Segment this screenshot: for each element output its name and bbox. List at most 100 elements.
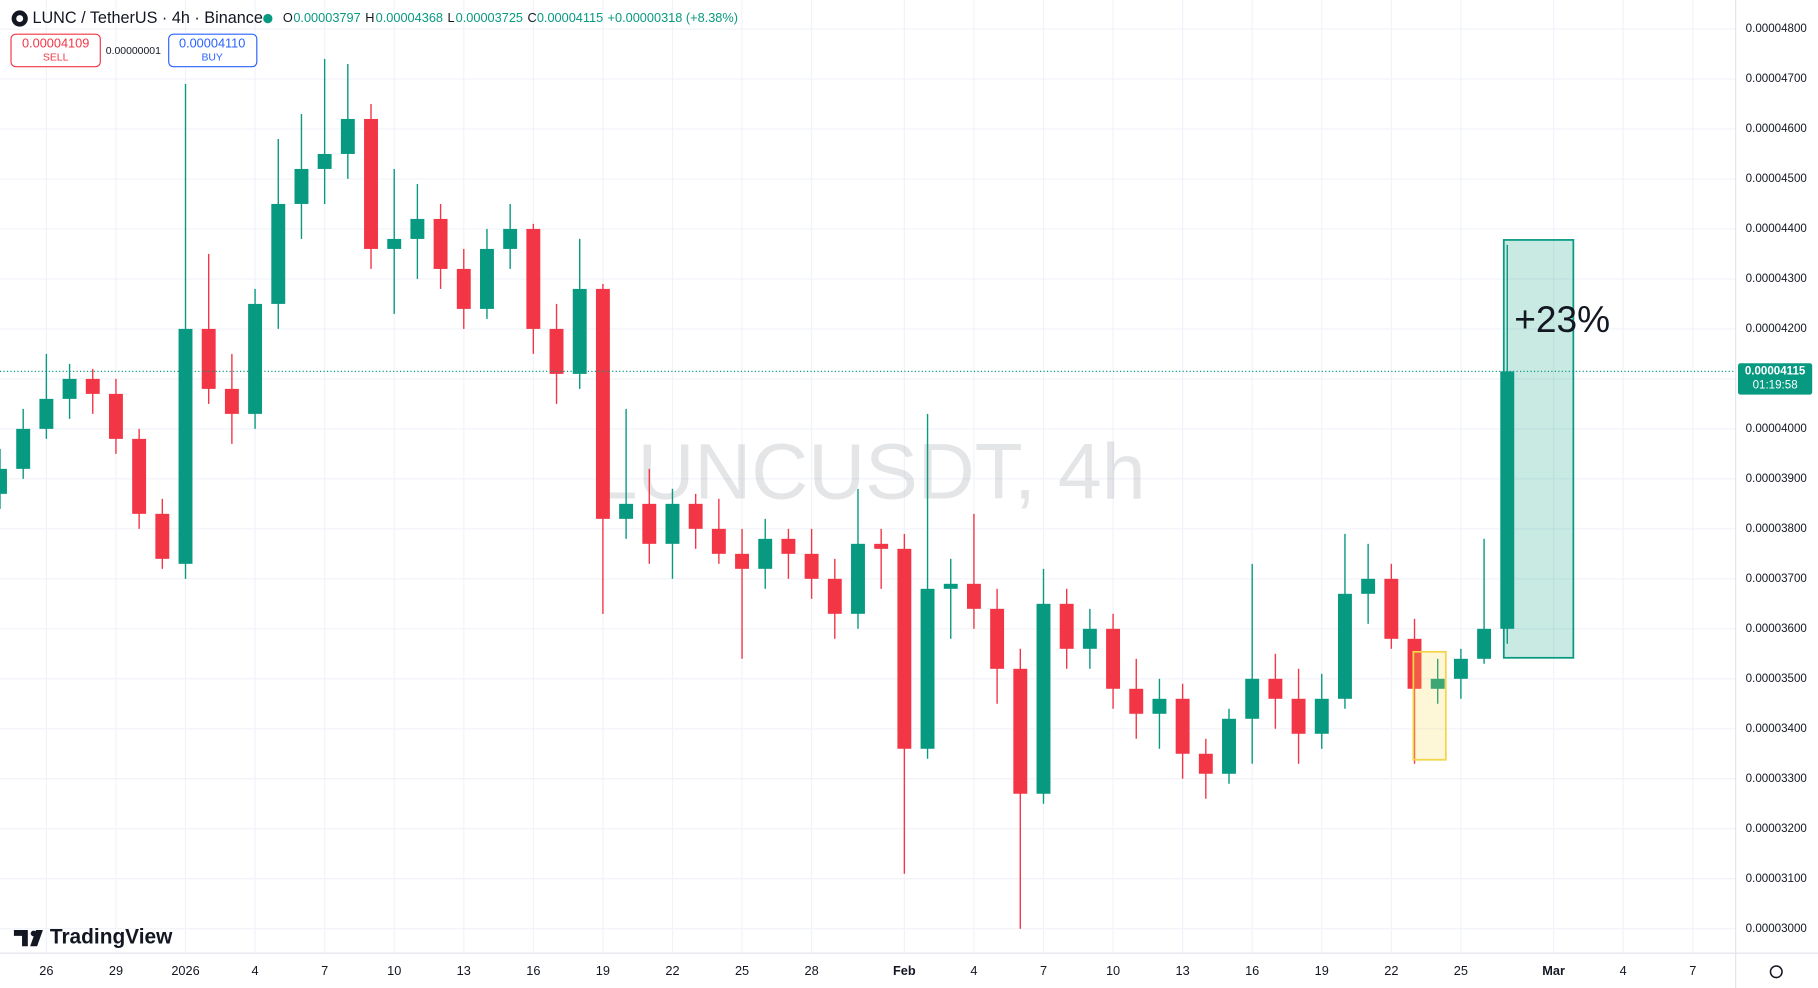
candle-body bbox=[1129, 688, 1144, 714]
logo-dot bbox=[30, 930, 37, 937]
candle-body bbox=[0, 468, 7, 494]
ohlc-value: 0.00003725 bbox=[456, 10, 523, 25]
symbol-title: LUNC / TetherUS · 4h · Binance bbox=[32, 9, 262, 27]
candle-body bbox=[39, 398, 54, 429]
x-tick-label: 19 bbox=[1315, 963, 1329, 978]
candle-body bbox=[1268, 678, 1283, 699]
x-tick-label: 7 bbox=[321, 963, 328, 978]
candle-body bbox=[108, 393, 123, 439]
x-tick-label: 4 bbox=[1620, 963, 1627, 978]
y-tick-label: 0.00003800 bbox=[1746, 523, 1807, 535]
candle-body bbox=[1175, 698, 1190, 754]
candle-body bbox=[688, 503, 703, 529]
y-tick-label: 0.00004500 bbox=[1746, 173, 1807, 185]
candle-body bbox=[1059, 603, 1074, 649]
candle-body bbox=[1314, 698, 1329, 734]
x-tick-label: 7 bbox=[1040, 963, 1047, 978]
candle-body bbox=[1106, 628, 1121, 689]
candle-body bbox=[804, 553, 819, 579]
sell-price[interactable]: 0.00004109 bbox=[22, 35, 89, 50]
ohlc-value: 0.00003797 bbox=[293, 10, 360, 25]
candle-body bbox=[642, 503, 657, 544]
x-tick-label: 10 bbox=[1106, 963, 1120, 978]
candle-body bbox=[1337, 593, 1352, 699]
x-tick-label: 19 bbox=[596, 963, 610, 978]
settings-icon[interactable] bbox=[1769, 965, 1783, 979]
candle-body bbox=[1222, 718, 1236, 774]
candle-body bbox=[433, 218, 448, 269]
y-tick-label: 0.00003500 bbox=[1746, 673, 1807, 685]
candle-body bbox=[456, 268, 471, 309]
candle-body bbox=[990, 608, 1005, 669]
candle-body bbox=[1152, 698, 1167, 714]
y-tick-label: 0.00004300 bbox=[1746, 273, 1807, 285]
candle-body bbox=[132, 438, 147, 514]
x-tick-label: 4 bbox=[252, 963, 259, 978]
candle-body bbox=[874, 543, 889, 549]
x-tick-label: 16 bbox=[526, 963, 540, 978]
candle-body bbox=[340, 118, 355, 154]
candle-body bbox=[851, 543, 865, 614]
candle-body bbox=[178, 328, 193, 564]
candle-body bbox=[16, 428, 31, 469]
watermark: LUNCUSDT, 4h bbox=[594, 428, 1146, 516]
x-tick-label: 16 bbox=[1245, 963, 1259, 978]
candle-body bbox=[410, 218, 425, 239]
buy-label[interactable]: BUY bbox=[201, 53, 222, 64]
sell-label[interactable]: SELL bbox=[43, 53, 69, 64]
ohlc-value: 0.00004115 bbox=[537, 10, 603, 25]
x-tick-label: 22 bbox=[665, 963, 679, 978]
x-tick-label: 13 bbox=[1176, 963, 1190, 978]
candle-body bbox=[735, 553, 749, 569]
candle-body bbox=[294, 168, 309, 204]
buy-price[interactable]: 0.00004110 bbox=[179, 35, 245, 50]
logo: TradingView bbox=[50, 926, 173, 949]
candle-body bbox=[1036, 603, 1051, 794]
x-tick-label: Mar bbox=[1542, 963, 1565, 978]
x-tick-label: Feb bbox=[893, 963, 916, 978]
candle-body bbox=[248, 303, 263, 414]
change: +0.00000318 (+8.38%) bbox=[608, 10, 738, 25]
y-tick-label: 0.00003600 bbox=[1746, 623, 1807, 635]
candle-body bbox=[966, 583, 981, 609]
candle-body bbox=[711, 528, 726, 554]
candle-body bbox=[781, 538, 796, 554]
symbol-icon-inner bbox=[16, 15, 24, 23]
x-tick-label: 13 bbox=[457, 963, 471, 978]
ohlc-label: C bbox=[528, 10, 537, 25]
ohlc: O 0.00003797 H 0.00004368 L 0.00003725 C… bbox=[283, 10, 738, 25]
x-tick-label: 7 bbox=[1689, 963, 1696, 978]
buy-box[interactable] bbox=[168, 33, 258, 68]
ohlc-label: H bbox=[365, 10, 374, 25]
sell-box[interactable] bbox=[10, 33, 101, 68]
x-tick-label: 2026 bbox=[171, 963, 199, 978]
spread: 0.00000001 bbox=[106, 46, 161, 57]
candle-body bbox=[897, 548, 912, 749]
buy-button[interactable]: 0.00004110 BUY bbox=[168, 33, 258, 68]
y-tick-label: 0.00003000 bbox=[1746, 923, 1807, 935]
x-tick-label: 26 bbox=[39, 963, 53, 978]
candle-body bbox=[595, 288, 610, 519]
sell-button[interactable]: 0.00004109 SELL bbox=[10, 33, 101, 68]
y-tick-label: 0.00003300 bbox=[1746, 773, 1807, 785]
candle-body bbox=[364, 118, 378, 249]
ohlc-label: O bbox=[283, 10, 293, 25]
y-tick-label: 0.00003900 bbox=[1746, 473, 1807, 485]
x-tick-label: 4 bbox=[970, 963, 977, 978]
y-tick-label: 0.00003100 bbox=[1746, 873, 1807, 885]
candle-body bbox=[503, 228, 518, 249]
candle-body bbox=[1245, 678, 1260, 719]
y-tick-label: 0.00003200 bbox=[1746, 823, 1807, 835]
x-tick-label: 22 bbox=[1384, 963, 1398, 978]
candle-body bbox=[1453, 658, 1468, 679]
candle-body bbox=[1361, 578, 1376, 594]
candle-body bbox=[572, 288, 587, 374]
grid bbox=[0, 0, 1736, 954]
candle-body bbox=[1013, 668, 1028, 794]
last-price-tag bbox=[1737, 363, 1813, 395]
candle-body bbox=[549, 328, 564, 374]
y-tick-label: 0.00004400 bbox=[1746, 223, 1807, 235]
last-price-label: 0.00004115 bbox=[1745, 365, 1806, 377]
